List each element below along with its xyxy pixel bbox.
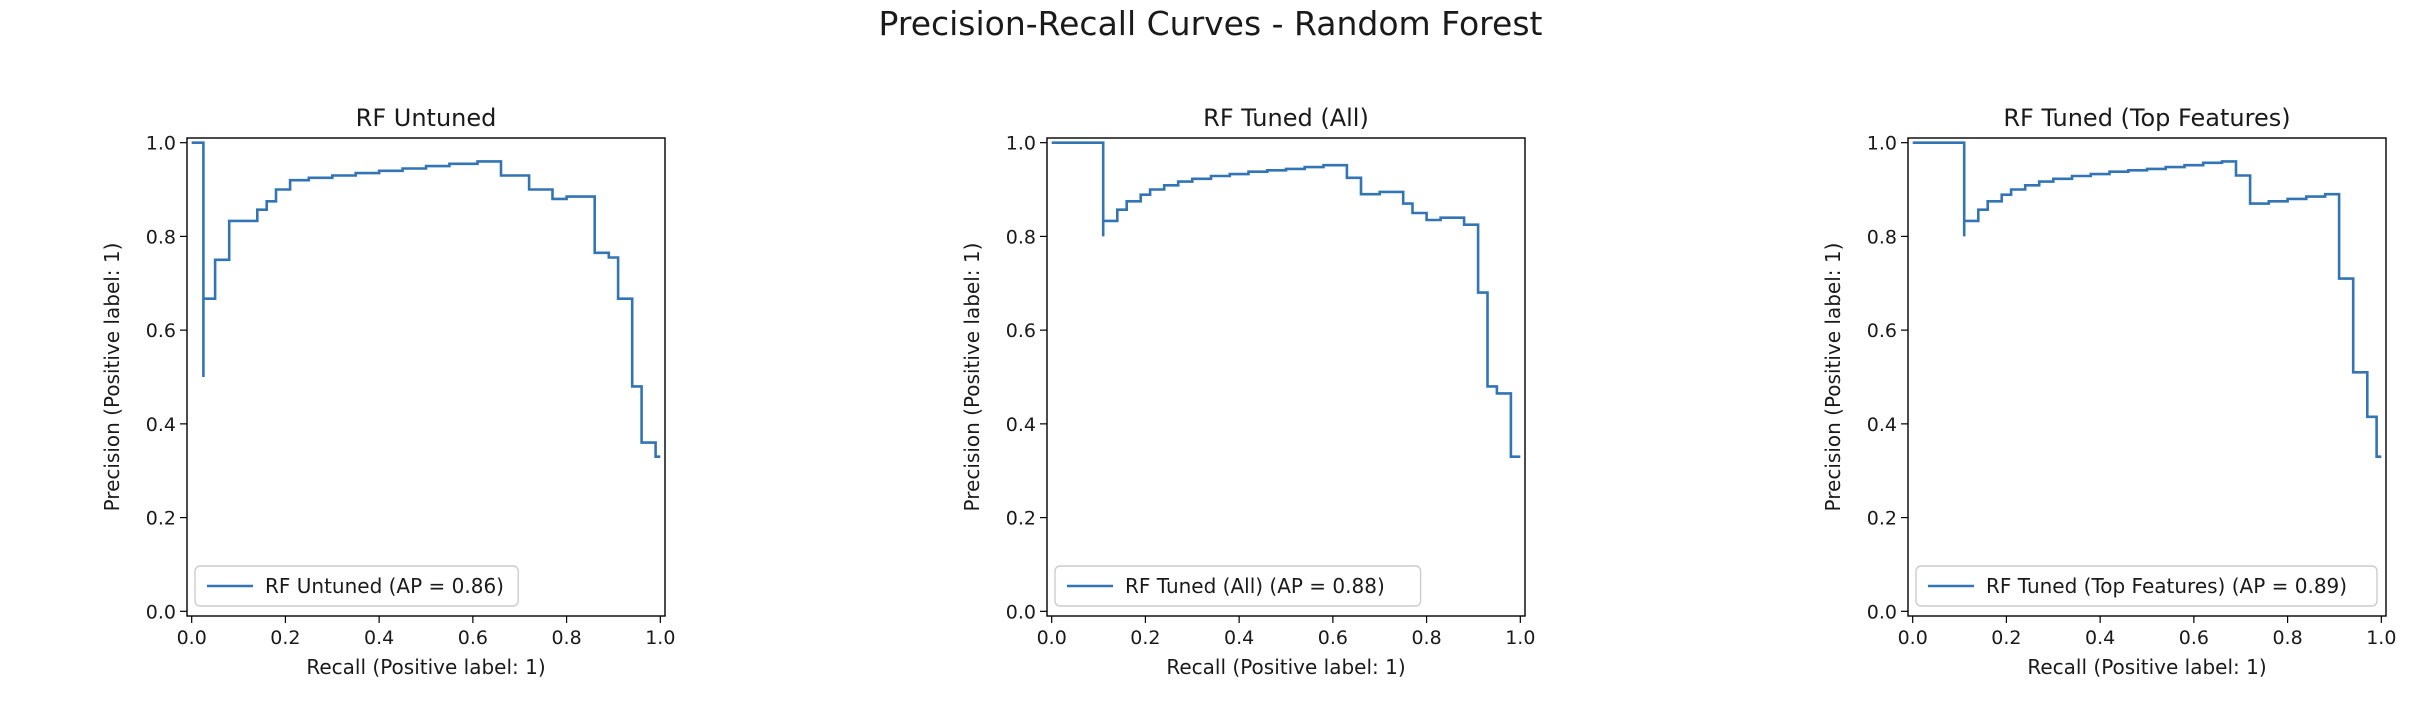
y-tick-label: 0.4 (1867, 414, 1897, 436)
pr-curve-line (1051, 141, 1521, 459)
y-axis-label: Precision (Positive label: 1) (960, 243, 984, 512)
chart-panel-1: 0.0 0.2 0.4 0.6 0.8 1.0 0.0 0.2 0.4 0.6 0.8 1.0 RF U… (100, 104, 675, 679)
y-tick-label: 0.2 (146, 508, 176, 530)
x-tick-label: 0.4 (1224, 627, 1254, 649)
legend-box (1915, 565, 2378, 607)
x-tick-label: 1.0 (1505, 627, 1535, 649)
y-axis-label: Precision (Positive label: 1) (100, 243, 124, 512)
legend: RF Tuned (Top Features) (AP = 0.89) (1915, 565, 2378, 607)
y-tick-label: 0.2 (1006, 508, 1036, 530)
x-tick-label: 0.0 (1898, 627, 1928, 649)
x-tick-label: 0.8 (2272, 627, 2302, 649)
x-tick-label: 0.6 (458, 627, 488, 649)
y-tick-label: 0.2 (1867, 508, 1897, 530)
y-tick-label: 0.6 (1006, 320, 1036, 342)
x-tick-label: 1.0 (645, 627, 675, 649)
y-tick-label: 0.0 (1006, 601, 1036, 623)
legend-label: RF Tuned (All) (AP = 0.88) (1125, 574, 1385, 598)
x-tick-label: 0.2 (270, 627, 300, 649)
legend: RF Untuned (AP = 0.86) (194, 565, 519, 607)
x-tick-label: 0.0 (177, 627, 207, 649)
y-tick-label: 1.0 (1867, 133, 1897, 155)
x-tick-label: 0.6 (2179, 627, 2209, 649)
y-tick-label: 0.8 (146, 226, 176, 248)
x-axis-label: Recall (Positive label: 1) (1166, 655, 1405, 679)
y-tick-label: 1.0 (146, 133, 176, 155)
x-tick-label: 1.0 (2366, 627, 2396, 649)
y-tick-label: 0.0 (146, 601, 176, 623)
y-tick-label: 0.0 (1867, 601, 1897, 623)
y-tick-label: 0.8 (1867, 226, 1897, 248)
plot-frame (186, 137, 666, 617)
subplot-title: RF Tuned (All) (1203, 104, 1369, 132)
pr-curve-line (191, 141, 661, 459)
y-tick-label: 0.6 (1867, 320, 1897, 342)
x-tick-label: 0.8 (1411, 627, 1441, 649)
y-axis-label: Precision (Positive label: 1) (1821, 243, 1845, 512)
x-tick-label: 0.8 (551, 627, 581, 649)
legend-box (1054, 565, 1422, 607)
x-tick-label: 0.4 (2085, 627, 2115, 649)
y-tick-label: 0.6 (146, 320, 176, 342)
plot-frame (1907, 137, 2387, 617)
legend: RF Tuned (All) (AP = 0.88) (1054, 565, 1422, 607)
subplot-title: RF Tuned (Top Features) (2003, 104, 2290, 132)
y-tick-label: 1.0 (1006, 133, 1036, 155)
x-tick-label: 0.2 (1130, 627, 1160, 649)
y-tick-label: 0.4 (146, 414, 176, 436)
x-tick-label: 0.4 (364, 627, 394, 649)
subplot-title: RF Untuned (356, 104, 497, 132)
x-tick-label: 0.2 (1991, 627, 2021, 649)
legend-label: RF Tuned (Top Features) (AP = 0.89) (1986, 574, 2347, 598)
chart-panel-2: 0.0 0.2 0.4 0.6 0.8 1.0 0.0 0.2 0.4 0.6 0.8 1.0 RF T… (960, 104, 1535, 679)
legend-box (194, 565, 519, 607)
y-tick-label: 0.8 (1006, 226, 1036, 248)
chart-panel-3: 0.0 0.2 0.4 0.6 0.8 1.0 0.0 0.2 0.4 0.6 0.8 1.0 RF T… (1821, 104, 2396, 679)
x-tick-label: 0.0 (1037, 627, 1067, 649)
x-axis-label: Recall (Positive label: 1) (2027, 655, 2266, 679)
legend-label: RF Untuned (AP = 0.86) (265, 574, 504, 598)
y-tick-label: 0.4 (1006, 414, 1036, 436)
x-axis-label: Recall (Positive label: 1) (306, 655, 545, 679)
x-tick-label: 0.6 (1318, 627, 1348, 649)
pr-curve-line (1912, 141, 2382, 459)
figure-title: Precision-Recall Curves - Random Forest (878, 4, 1543, 43)
